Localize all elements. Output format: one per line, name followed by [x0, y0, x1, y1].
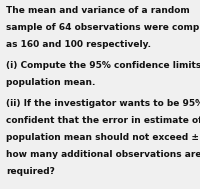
Text: sample of 64 observations were computed: sample of 64 observations were computed	[6, 23, 200, 32]
Text: population mean should not exceed ± 1.4,: population mean should not exceed ± 1.4,	[6, 132, 200, 142]
Text: as 160 and 100 respectively.: as 160 and 100 respectively.	[6, 40, 151, 49]
Text: confident that the error in estimate of: confident that the error in estimate of	[6, 115, 200, 125]
Text: (i) Compute the 95% confidence limits for: (i) Compute the 95% confidence limits fo…	[6, 61, 200, 70]
Text: population mean.: population mean.	[6, 78, 95, 87]
Text: The mean and variance of a random: The mean and variance of a random	[6, 6, 190, 15]
Text: (ii) If the investigator wants to be 95%: (ii) If the investigator wants to be 95%	[6, 98, 200, 108]
Text: how many additional observations are: how many additional observations are	[6, 149, 200, 159]
Text: required?: required?	[6, 167, 55, 176]
